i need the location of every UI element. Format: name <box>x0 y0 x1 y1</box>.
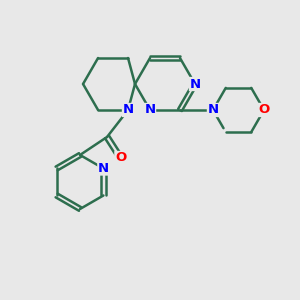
Text: N: N <box>207 103 219 116</box>
Text: N: N <box>122 103 134 116</box>
Text: N: N <box>189 77 201 91</box>
Text: O: O <box>115 152 126 164</box>
Text: N: N <box>144 103 156 116</box>
Text: N: N <box>98 162 109 175</box>
Text: O: O <box>258 103 270 116</box>
